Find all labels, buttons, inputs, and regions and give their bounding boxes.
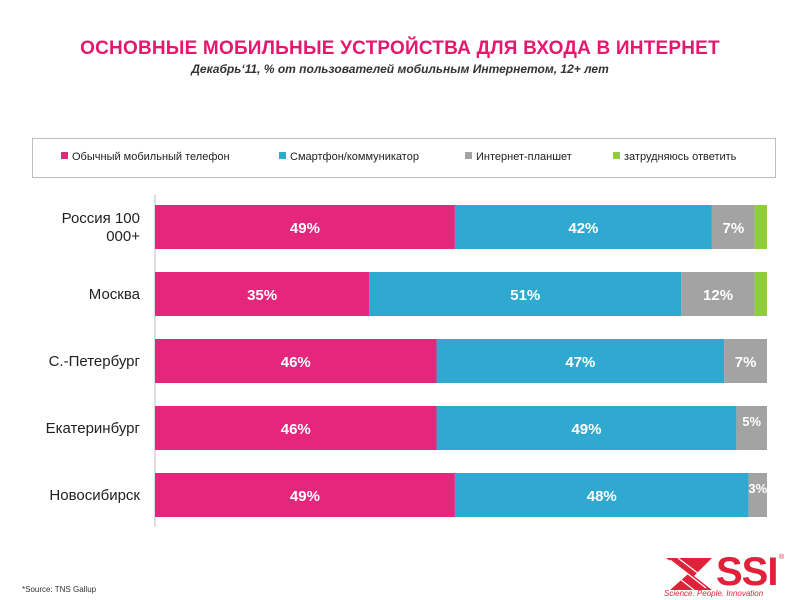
bar-segment [724,339,767,383]
bar-segment [155,406,437,450]
bar-segment [155,339,437,383]
bar-segment [436,406,737,450]
legend-label-phone: Обычный мобильный телефон [72,151,230,163]
bar-segment [681,272,755,316]
legend-item-smartphone: Смартфон/коммуникатор [279,151,419,163]
bar-value-label: 3% [748,481,767,496]
category-label: Екатеринбург [46,420,141,437]
chart-title: ОСНОВНЫЕ МОБИЛЬНЫЕ УСТРОЙСТВА ДЛЯ ВХОДА … [80,38,720,59]
bar-value-label: 42% [568,220,598,237]
category-label: Москва [89,286,141,303]
bar-value-label: 49% [290,220,320,237]
legend-swatch-phone [61,152,68,159]
legend-label-smartphone: Смартфон/коммуникатор [290,151,419,163]
bar-segment [155,473,455,517]
bar-value-label: 49% [290,488,320,505]
bar-segment [754,272,767,316]
category-label: Новосибирск [49,487,140,504]
chart-subtitle: Декабрь‘11, % от пользователей мобильным… [191,62,609,76]
bar-value-label: 46% [281,354,311,371]
bar-segment [369,272,682,316]
bar-segment [454,205,712,249]
legend-item-undecided: затрудняюсь ответить [613,151,736,163]
bar-segment [454,473,749,517]
legend-swatch-undecided [613,152,620,159]
bar-segment [711,205,755,249]
legend-item-phone: Обычный мобильный телефон [61,151,230,163]
bar-value-label: 46% [281,421,311,438]
legend-label-undecided: затрудняюсь ответить [624,151,737,163]
bar-value-label: 5% [742,414,761,429]
ssi-logo-icon [665,557,713,591]
logo-tagline: Science. People. Innovation [664,589,764,598]
bar-value-label: 49% [571,421,601,438]
bar-value-label: 35% [247,287,277,304]
bar-value-label: 7% [735,354,757,371]
legend-swatch-tablet [465,152,472,159]
bar-value-label: 51% [510,287,540,304]
legend-item-tablet: Интернет-планшет [465,151,572,163]
bar-segment [436,339,725,383]
logo-wordmark: SSI [716,550,778,594]
bar-segment [155,272,370,316]
category-label: Россия 100 000+ [62,210,141,245]
source-note: *Source: TNS Gallup [22,585,97,594]
category-label: С.-Петербург [49,353,141,370]
bar-segment [736,406,767,450]
bar-segment [748,473,767,517]
logo-registered-mark: ® [779,554,785,561]
bar-value-label: 12% [703,287,733,304]
bar-segment [754,205,767,249]
bar-value-label: 7% [722,220,744,237]
bar-segment [155,205,455,249]
legend-swatch-smartphone [279,152,286,159]
bar-value-label: 48% [587,488,617,505]
chart-legend: Обычный мобильный телефон Смартфон/комму… [32,138,776,178]
bar-value-label: 47% [565,354,595,371]
legend-label-tablet: Интернет-планшет [476,151,572,163]
